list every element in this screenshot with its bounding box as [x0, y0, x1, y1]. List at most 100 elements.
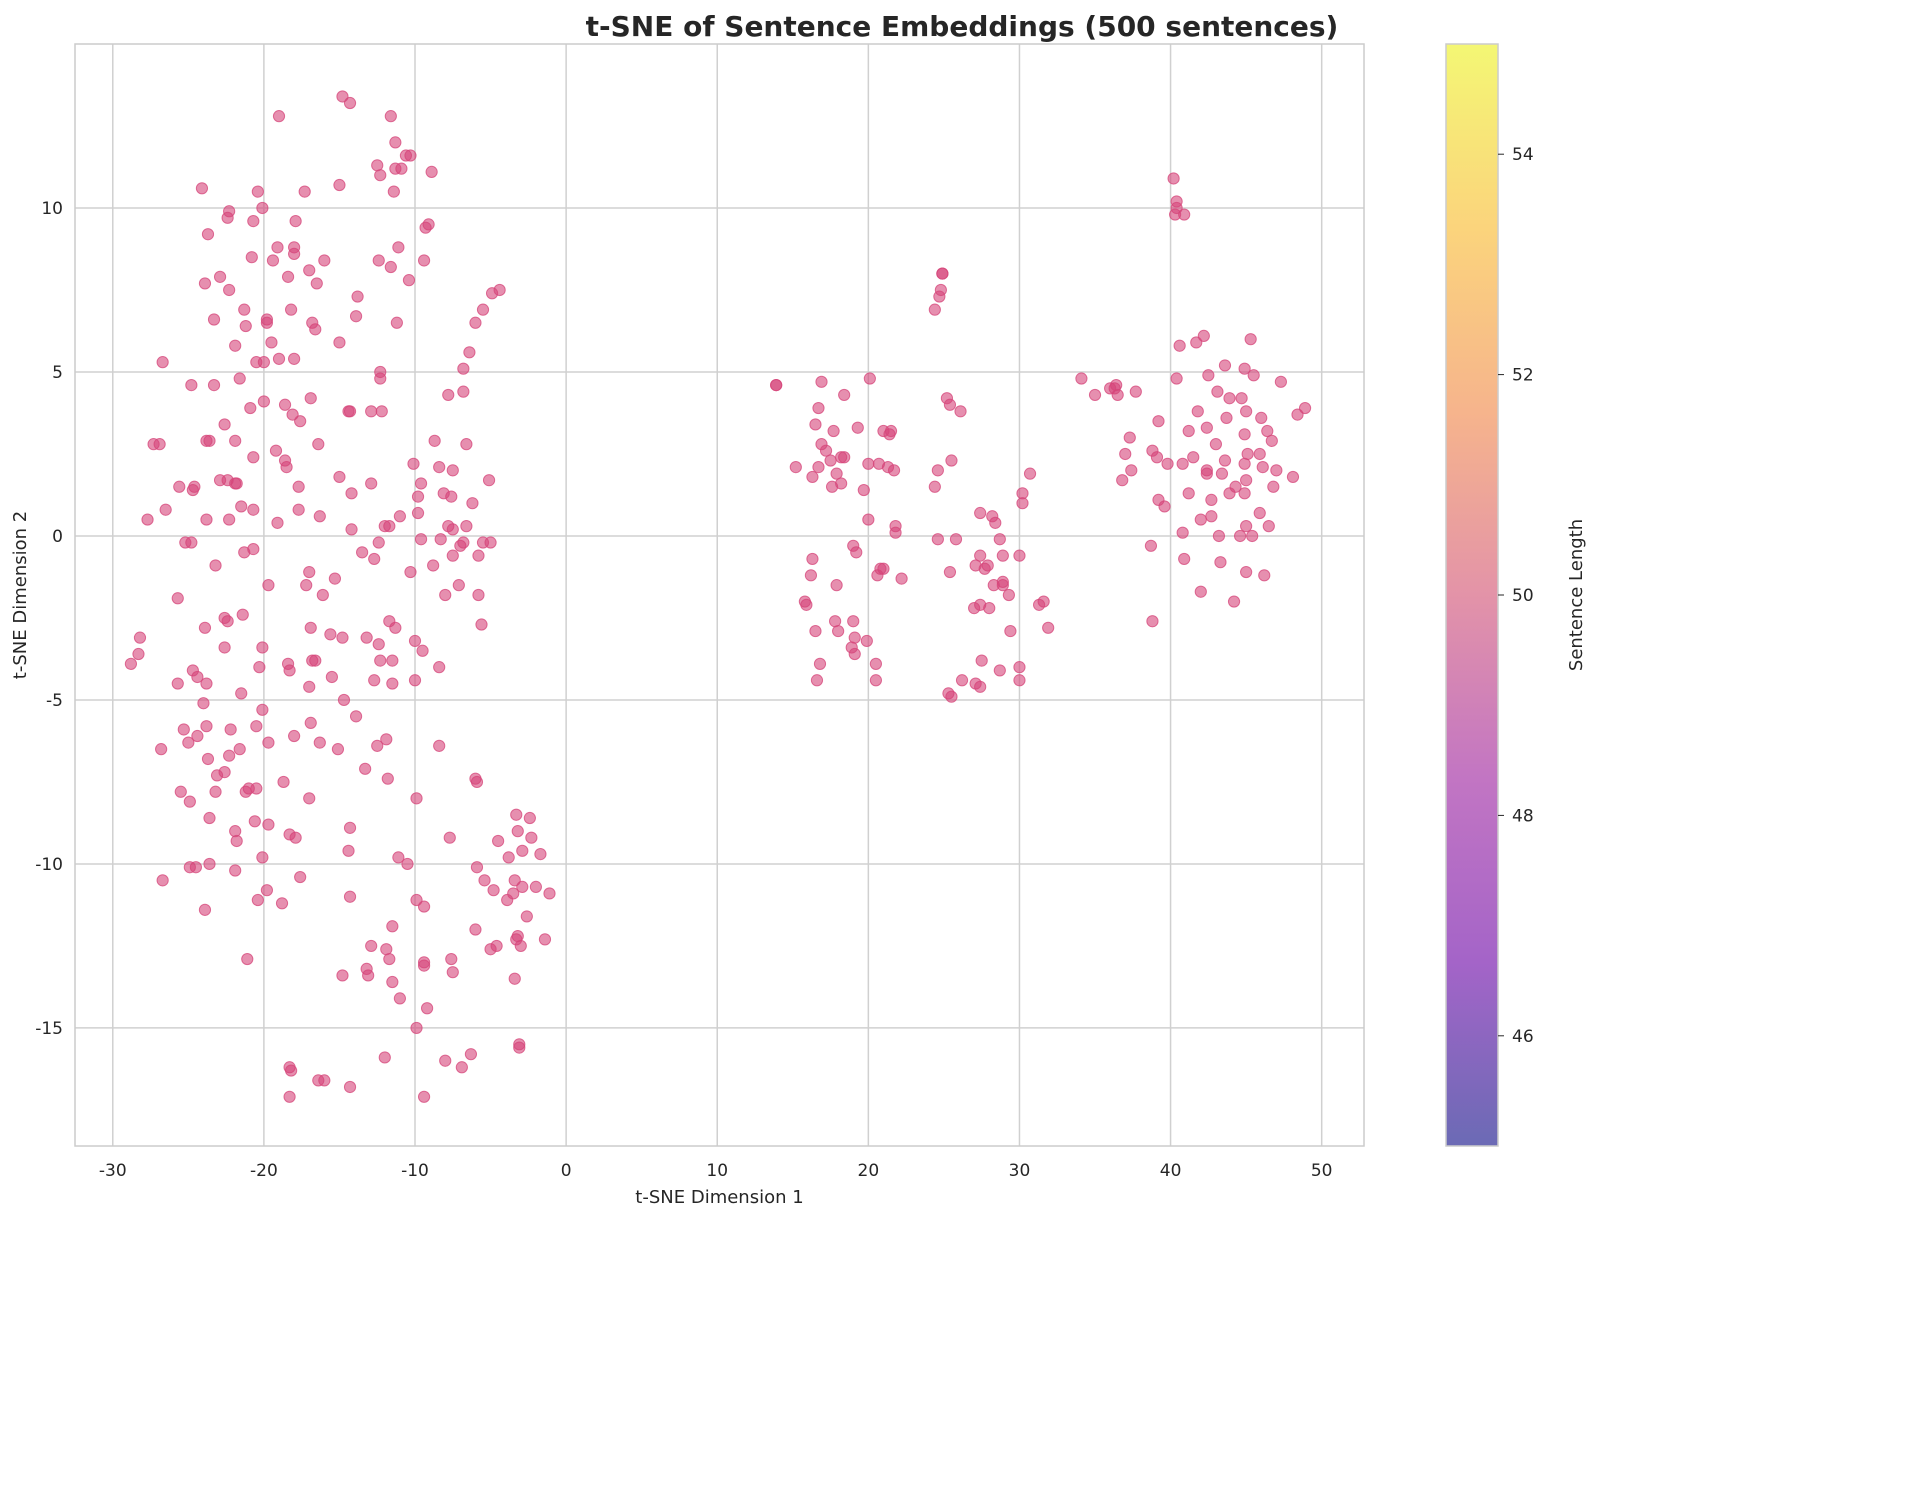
x-tick-label: 50: [1311, 1161, 1333, 1181]
data-point: [862, 513, 875, 526]
data-point: [472, 549, 485, 562]
data-point: [1211, 385, 1224, 398]
data-point: [1013, 549, 1026, 562]
data-point: [235, 687, 248, 700]
data-point: [303, 680, 316, 693]
data-point: [235, 500, 248, 513]
data-point: [463, 346, 476, 359]
data-point: [492, 834, 505, 848]
data-point: [343, 405, 357, 418]
y-tick-label: -5: [46, 691, 63, 711]
data-point: [1265, 434, 1278, 447]
data-point: [402, 274, 416, 287]
data-point: [510, 808, 523, 821]
x-tick-label: 20: [858, 1161, 880, 1181]
data-point: [1123, 431, 1136, 444]
data-point: [374, 169, 387, 182]
data-point: [1238, 428, 1251, 441]
data-point: [389, 136, 402, 149]
data-point: [245, 251, 258, 264]
data-point: [1253, 447, 1266, 461]
data-point: [260, 884, 274, 897]
data-point: [516, 844, 529, 857]
data-point: [1274, 375, 1287, 388]
data-point: [239, 319, 252, 333]
data-point: [1267, 480, 1280, 493]
data-point: [300, 579, 313, 592]
data-point: [256, 703, 269, 716]
data-point: [331, 743, 345, 756]
data-point: [198, 621, 212, 634]
data-point: [371, 739, 384, 752]
plot-area: [74, 43, 1365, 1147]
data-point: [313, 510, 326, 523]
data-point: [931, 533, 944, 546]
data-points: [124, 90, 1312, 1103]
data-point: [446, 523, 459, 536]
data-point: [466, 497, 479, 510]
data-point: [381, 772, 394, 785]
data-point: [407, 457, 420, 470]
data-point: [974, 506, 987, 520]
data-point: [1075, 372, 1088, 385]
data-point: [229, 864, 242, 877]
data-point: [1240, 405, 1253, 418]
data-point: [989, 516, 1002, 529]
data-point: [372, 638, 385, 651]
data-point: [810, 674, 824, 687]
data-point: [1238, 487, 1251, 500]
data-point: [1223, 392, 1236, 405]
data-point: [945, 454, 958, 467]
data-point: [485, 287, 499, 300]
data-point: [838, 451, 851, 464]
data-point: [1119, 447, 1132, 461]
data-point: [303, 264, 316, 277]
data-point: [351, 290, 364, 303]
data-point: [289, 215, 302, 228]
data-point: [1013, 674, 1026, 687]
data-point: [1223, 487, 1236, 500]
data-point: [213, 270, 227, 283]
data-point: [359, 762, 372, 775]
data-point: [442, 388, 455, 402]
data-point: [955, 674, 969, 687]
data-point: [271, 516, 284, 529]
data-point: [389, 621, 402, 634]
data-point: [343, 890, 357, 903]
data-point: [325, 670, 338, 684]
data-point: [484, 943, 497, 956]
data-point: [337, 693, 351, 707]
data-point: [253, 661, 266, 674]
x-axis-label: t-SNE Dimension 1: [635, 1187, 803, 1208]
data-point: [848, 647, 861, 661]
data-point: [294, 415, 307, 428]
data-point: [1152, 415, 1165, 428]
data-point: [218, 641, 231, 654]
data-point: [203, 811, 216, 825]
data-point: [156, 356, 169, 369]
data-point: [457, 385, 470, 398]
data-point: [809, 624, 822, 638]
data-point: [257, 356, 270, 369]
data-point: [1291, 408, 1304, 421]
data-point: [318, 254, 331, 267]
data-point: [1218, 454, 1232, 467]
data-point: [1218, 359, 1232, 372]
gridlines: [75, 44, 1364, 1146]
data-point: [238, 303, 251, 316]
y-tick-label: 5: [52, 363, 63, 383]
data-point: [469, 316, 482, 329]
data-point: [233, 743, 246, 756]
data-point: [470, 775, 484, 789]
data-point: [284, 303, 298, 316]
data-point: [869, 674, 883, 687]
data-point: [292, 503, 305, 516]
data-point: [177, 723, 190, 736]
data-point: [313, 736, 326, 749]
data-point: [857, 483, 870, 497]
data-point: [230, 477, 243, 490]
data-point: [1238, 362, 1251, 375]
data-point: [1214, 556, 1227, 569]
data-point: [209, 785, 222, 798]
data-point: [233, 372, 246, 385]
